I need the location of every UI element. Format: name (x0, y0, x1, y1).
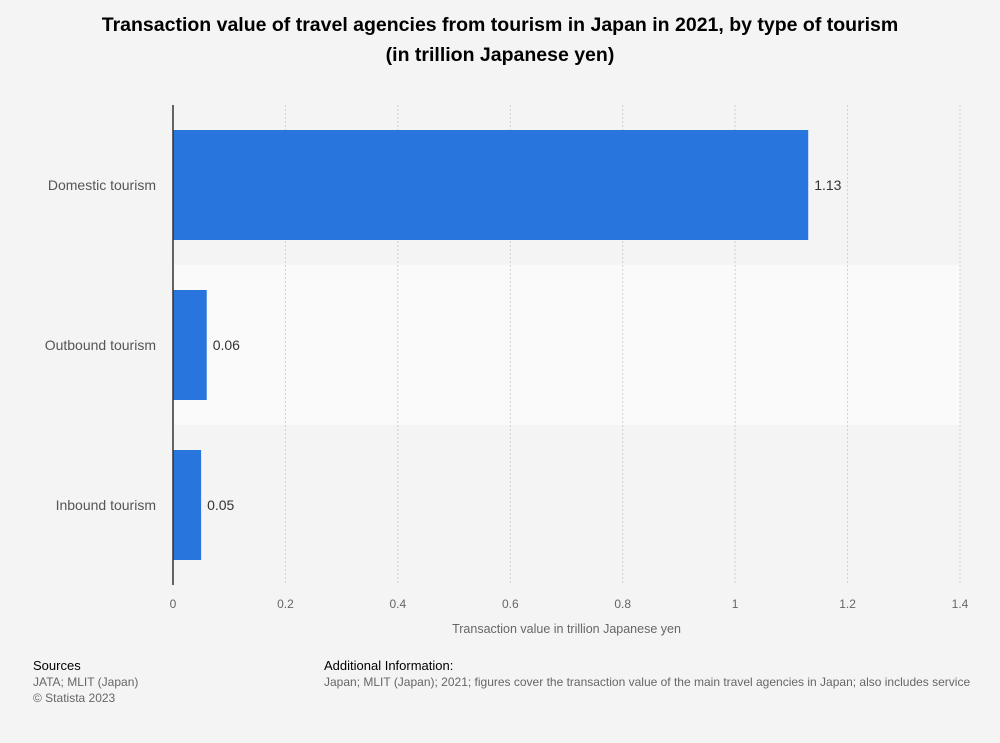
data-label: 0.06 (213, 337, 240, 353)
category-label: Domestic tourism (48, 177, 156, 193)
row-band (173, 265, 960, 425)
x-axis-title: Transaction value in trillion Japanese y… (452, 622, 681, 636)
chart-title: Transaction value of travel agencies fro… (0, 10, 1000, 70)
row-band (173, 425, 960, 585)
data-label: 1.13 (814, 177, 841, 193)
bar-chart: Domestic tourism 1.13 Outbound tourism 0.06… (45, 105, 969, 636)
bar (173, 130, 809, 240)
x-tick-label: 0 (170, 597, 177, 611)
sources-block: Sources JATA; MLIT (Japan) © Statista 20… (33, 658, 138, 706)
category-label: Outbound tourism (45, 337, 156, 353)
copyright-text: © Statista 2023 (33, 691, 116, 705)
sources-text[interactable]: JATA; MLIT (Japan) (33, 675, 139, 689)
x-tick-label: 1 (732, 597, 739, 611)
category-label: Inbound tourism (56, 497, 156, 513)
chart-title-line2: (in trillion Japanese yen) (385, 44, 615, 66)
x-tick-label: 0.4 (390, 597, 407, 611)
bar (173, 290, 207, 400)
x-tick-label: 1.4 (952, 597, 969, 611)
additional-info-heading: Additional Information: (324, 658, 454, 673)
additional-info-text: Japan; MLIT (Japan); 2021; figures cover… (324, 675, 971, 689)
x-tick-label: 0.6 (502, 597, 519, 611)
chart-title-line1: Transaction value of travel agencies fro… (101, 14, 899, 36)
x-tick-label: 0.2 (277, 597, 294, 611)
x-tick-label: 1.2 (839, 597, 856, 611)
additional-info-block: Additional Information: Japan; MLIT (Jap… (324, 658, 1000, 690)
sources-heading: Sources (33, 658, 81, 673)
data-label: 0.05 (207, 497, 234, 513)
bar (173, 450, 202, 560)
x-tick-label: 0.8 (614, 597, 631, 611)
